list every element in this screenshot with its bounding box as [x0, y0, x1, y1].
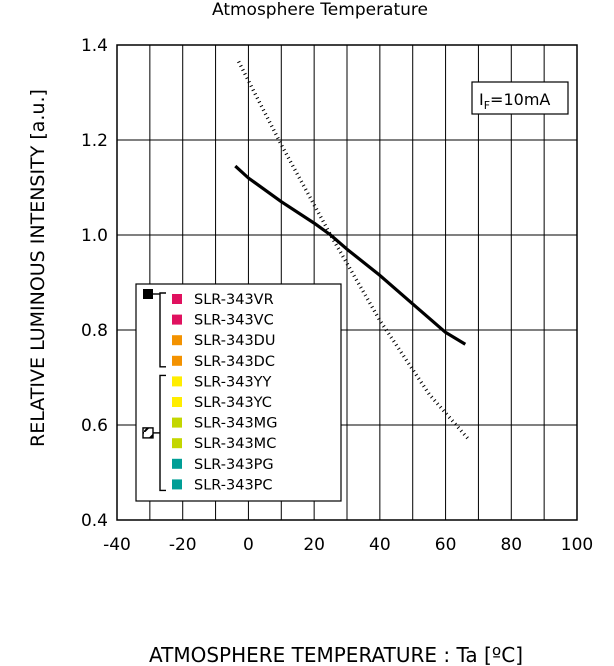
legend-marker-solid [143, 289, 153, 299]
legend-item-label: SLR-343PG [194, 457, 274, 473]
y-tick-label: 1.0 [81, 226, 108, 246]
chart-title: Atmosphere Temperature [212, 0, 428, 20]
legend-marker-hatched [142, 427, 154, 439]
legend-swatch [172, 458, 182, 469]
x-tick-label: 20 [303, 535, 325, 555]
plot-frame [116, 44, 578, 521]
legend-swatch [172, 438, 182, 449]
x-tick-label: 100 [561, 535, 593, 555]
x-tick-label: 60 [435, 535, 457, 555]
condition-label: IF=10mA [479, 90, 550, 112]
legend-item-label: SLR-343DU [194, 333, 275, 349]
series-line-solid [234, 164, 467, 346]
legend-item-label: SLR-343VC [194, 313, 274, 329]
condition-box: IF=10mA [471, 81, 569, 115]
legend-swatch [172, 294, 182, 304]
legend-item-label: SLR-343MC [194, 436, 276, 452]
x-tick-label: 40 [369, 535, 391, 555]
x-axis-label: ATMOSPHERE TEMPERATURE : Ta [ºC] [149, 643, 523, 666]
y-tick-label: 0.4 [81, 511, 108, 531]
condition-value: =10mA [490, 90, 550, 109]
condition-box-frame [471, 81, 569, 115]
x-tick-label: -20 [169, 535, 197, 555]
legend-swatch [172, 479, 182, 490]
y-tick-label: 0.8 [81, 321, 108, 341]
x-tick-label: -40 [103, 535, 131, 555]
legend-swatch [172, 397, 182, 407]
legend-frame [135, 283, 342, 502]
legend-item-label: SLR-343YC [194, 395, 272, 411]
condition-main: I [479, 90, 484, 109]
legend-item-label: SLR-343YY [194, 374, 272, 390]
legend-swatch [172, 376, 182, 387]
y-tick-label: 1.2 [81, 131, 108, 151]
x-tick-label: 80 [500, 535, 522, 555]
legend-bracket [159, 292, 166, 368]
tick-labels: -40 -20 0 20 40 60 80 100 0.4 0.6 0.8 1.0 1.2 1.4 [81, 36, 593, 555]
legend-item-label: SLR-343MG [194, 416, 277, 432]
legend-item-label: SLR-343VR [194, 292, 274, 308]
x-tick-label: 0 [243, 535, 254, 555]
grid [117, 45, 577, 520]
y-tick-label: 0.6 [81, 416, 108, 436]
legend: SLR-343VR SLR-343VC SLR-343DU SLR-343DC SLR-… [135, 283, 342, 502]
legend-swatch [172, 417, 182, 428]
legend-item-label: SLR-343DC [194, 354, 275, 370]
legend-swatch [172, 355, 182, 366]
legend-item-label: SLR-343PC [194, 477, 273, 493]
condition-subscript: F [484, 99, 490, 112]
y-axis-label: RELATIVE LUMINOUS INTENSITY [a.u.] [27, 89, 49, 447]
legend-swatch [172, 335, 182, 346]
y-tick-label: 1.4 [81, 36, 108, 56]
legend-swatch [172, 314, 182, 325]
series-lines [234, 60, 470, 441]
